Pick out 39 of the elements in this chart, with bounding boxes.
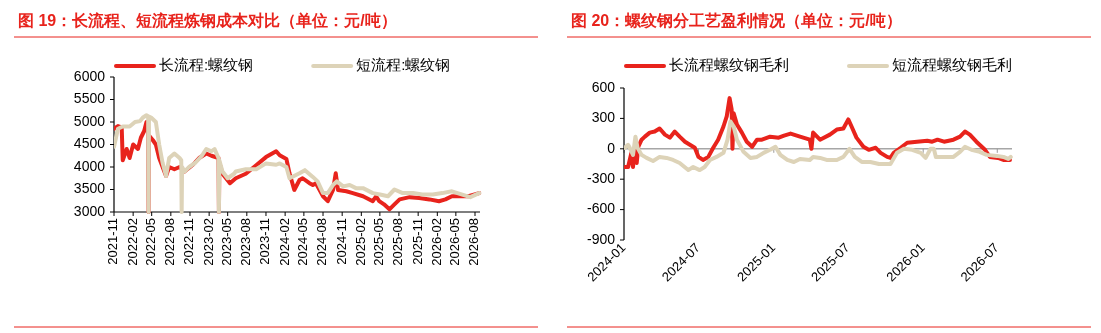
y-tick-label: -900 xyxy=(586,230,616,247)
x-tick-label: 2023-08 xyxy=(238,218,254,266)
x-tick-label: 2026-08 xyxy=(466,218,482,266)
x-tick-label: 2022-05 xyxy=(143,218,159,266)
x-tick-label: 2025-11 xyxy=(409,218,425,265)
y-tick-label: 5000 xyxy=(73,112,106,129)
y-tick-label: 300 xyxy=(591,109,616,126)
chart-title: 图 20：螺纹钢分工艺盈利情况（单位：元/吨） xyxy=(571,12,902,30)
x-tick-label: 2022-08 xyxy=(162,218,178,266)
legend-label: 长流程螺纹钢毛利 xyxy=(669,55,789,73)
y-tick-label: 4000 xyxy=(73,157,106,174)
y-tick-label: 6000 xyxy=(73,67,106,84)
x-tick-label: 2022-11 xyxy=(181,218,197,265)
x-tick-label: 2024-11 xyxy=(333,218,349,265)
x-tick-label: 2025-08 xyxy=(390,218,406,266)
y-tick-label: 3500 xyxy=(73,180,106,197)
y-tick-label: 4500 xyxy=(73,135,106,152)
chart-title: 图 19：长流程、短流程炼钢成本对比（单位：元/吨） xyxy=(18,11,397,30)
y-tick-label: -300 xyxy=(586,169,616,186)
x-tick-label: 2024-05 xyxy=(295,218,311,266)
y-tick-label: 600 xyxy=(591,78,616,95)
y-tick-label: 0 xyxy=(607,139,616,156)
x-tick-label: 2023-05 xyxy=(219,218,235,266)
x-tick-label: 2022-02 xyxy=(124,218,140,266)
x-tick-label: 2023-11 xyxy=(257,218,273,265)
x-tick-label: 2023-02 xyxy=(200,218,216,266)
legend-label: 短流程螺纹钢毛利 xyxy=(892,55,1012,73)
y-tick-label: -600 xyxy=(586,200,616,217)
x-tick-label: 2026-05 xyxy=(447,218,463,266)
x-tick-label: 2025-05 xyxy=(371,218,387,266)
y-tick-label: 3000 xyxy=(73,202,106,219)
x-tick-label: 2026-02 xyxy=(428,218,444,266)
y-tick-label: 5500 xyxy=(73,90,106,107)
x-tick-label: 2025-02 xyxy=(352,218,368,266)
legend-label: 长流程:螺纹钢 xyxy=(159,55,254,73)
x-tick-label: 2024-02 xyxy=(276,218,292,266)
x-tick-label: 2024-08 xyxy=(314,218,330,266)
x-tick-label: 2021-11 xyxy=(105,218,121,265)
legend-label: 短流程:螺纹钢 xyxy=(356,55,451,73)
